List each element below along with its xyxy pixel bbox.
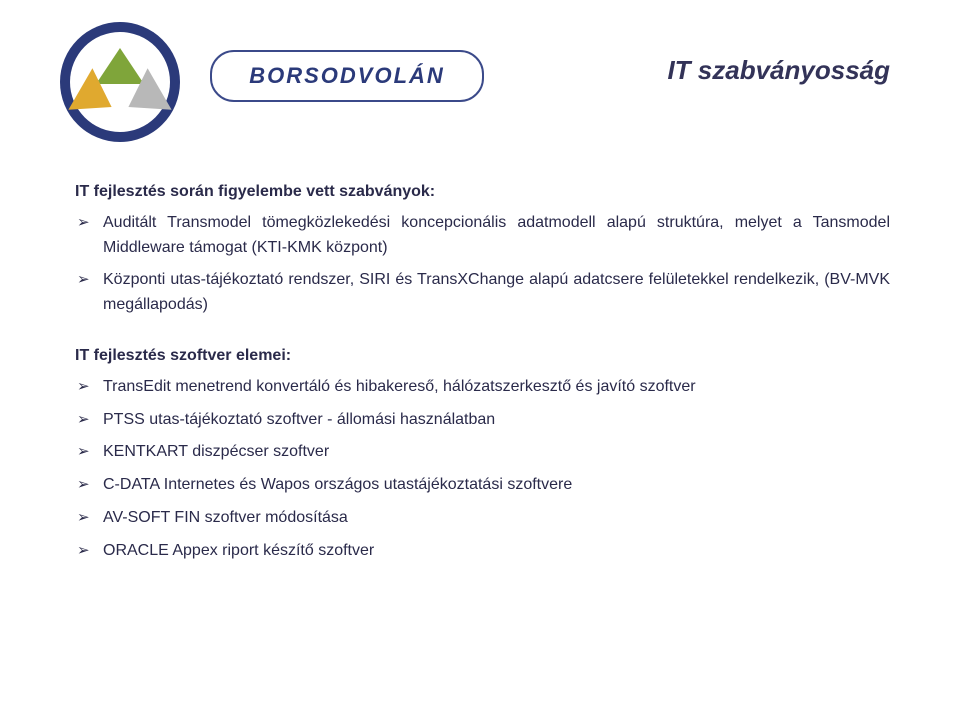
list-item: KENTKART diszpécser szoftver [103, 440, 890, 465]
list-item: Központi utas-tájékoztató rendszer, SIRI… [103, 268, 890, 318]
list-item: Auditált Transmodel tömegközlekedési kon… [103, 211, 890, 261]
company-logo [60, 22, 180, 142]
section2-heading: IT fejlesztés szoftver elemei: [75, 344, 890, 369]
section1-list: Auditált Transmodel tömegközlekedési kon… [75, 211, 890, 318]
brand-badge: BORSODVOLÁN [210, 50, 484, 102]
content-area: IT fejlesztés során figyelembe vett szab… [75, 180, 890, 590]
brand-text: BORSODVOLÁN [249, 63, 445, 89]
list-item: ORACLE Appex riport készítő szoftver [103, 539, 890, 564]
list-item: PTSS utas-tájékoztató szoftver - állomás… [103, 408, 890, 433]
list-item: TransEdit menetrend konvertáló és hibake… [103, 375, 890, 400]
list-item: C-DATA Internetes és Wapos országos utas… [103, 473, 890, 498]
page-title: IT szabványosság [667, 55, 890, 86]
section1-heading: IT fejlesztés során figyelembe vett szab… [75, 180, 890, 205]
slide-page: BORSODVOLÁN IT szabványosság IT fejleszt… [0, 0, 960, 720]
list-item: AV-SOFT FIN szoftver módosítása [103, 506, 890, 531]
section2-list: TransEdit menetrend konvertáló és hibake… [75, 375, 890, 564]
